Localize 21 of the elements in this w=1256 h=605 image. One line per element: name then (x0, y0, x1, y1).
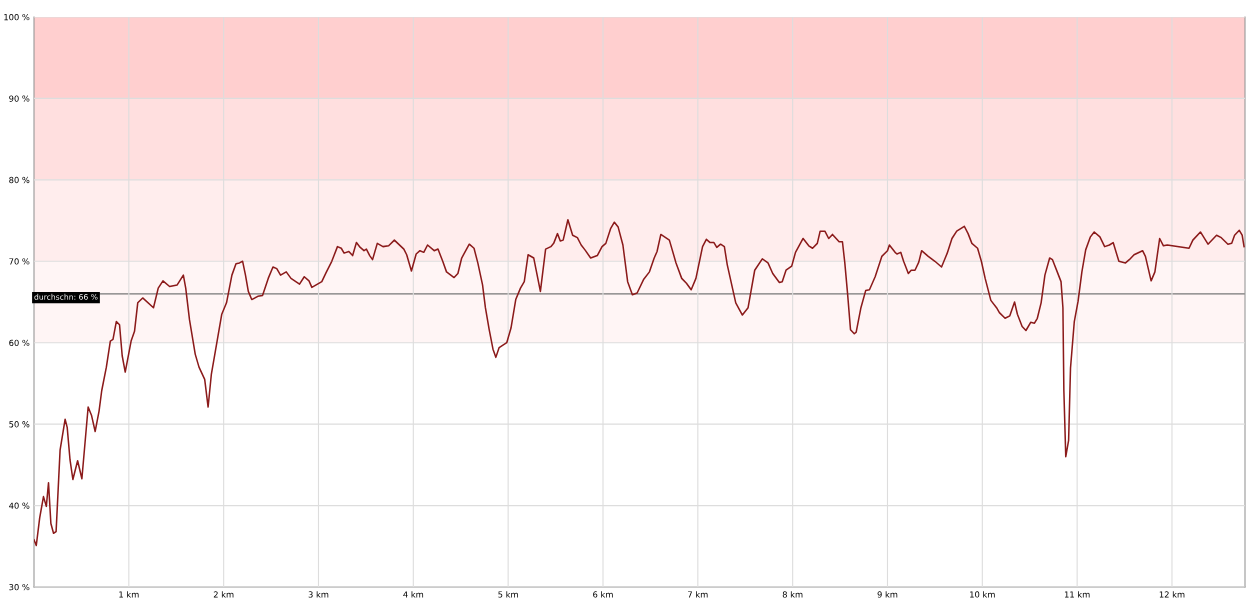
x-tick-label: 5 km (498, 591, 518, 598)
x-tick-label: 1 km (119, 591, 139, 598)
y-tick-label: 60 % (9, 339, 30, 346)
y-tick-label: 50 % (9, 421, 30, 428)
y-tick-label: 100 % (4, 13, 30, 21)
x-tick-label: 9 km (877, 591, 898, 598)
y-tick-label: 70 % (9, 258, 30, 265)
y-tick-label: 90 % (9, 95, 30, 102)
y-tick-label: 30 % (9, 583, 30, 591)
x-tick-label: 7 km (688, 591, 708, 598)
x-tick-label: 8 km (782, 591, 803, 598)
line-series (34, 218, 1245, 547)
x-tick-label: 3 km (308, 591, 329, 598)
x-tick-label: 10 km (970, 591, 995, 598)
x-tick-label: 4 km (403, 591, 424, 598)
y-tick-label: 80 % (9, 176, 30, 184)
x-tick-label: 6 km (593, 591, 613, 598)
x-tick-label: 11 km (1064, 591, 1090, 598)
x-tick-label: 12 km (1159, 591, 1185, 598)
x-tick-label: 2 km (213, 591, 234, 598)
y-tick-label: 40 % (9, 502, 30, 509)
